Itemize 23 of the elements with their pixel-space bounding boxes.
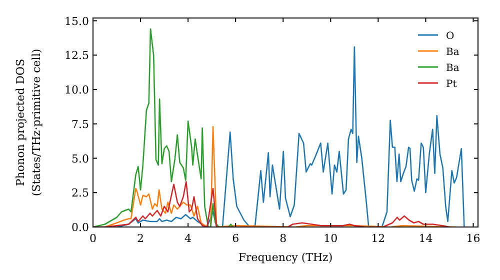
x-tick-label: 0 (90, 232, 96, 245)
x-tick-label: 2 (137, 232, 144, 245)
x-tick-label: 8 (280, 232, 287, 245)
legend-label: Pt (446, 79, 457, 90)
y-tick-label: 12.5 (64, 49, 89, 62)
y-tick-label: 7.5 (72, 118, 89, 131)
x-axis-title: Frequency (THz) (238, 251, 333, 264)
legend-label: O (446, 31, 454, 42)
line-series (93, 28, 234, 227)
x-tick-label: 10 (324, 232, 338, 245)
y-tick-label: 10.0 (64, 84, 89, 96)
x-tick-label: 4 (184, 232, 192, 245)
y-tick-label: 15.0 (64, 14, 89, 28)
x-tick-label: 14 (418, 232, 433, 245)
legend-label: Ba (446, 63, 460, 74)
legend-label: Ba (446, 47, 460, 58)
x-tick-label: 6 (232, 232, 240, 245)
y-tick-label: 0.0 (72, 221, 89, 234)
y-axis-title: Phonon projected DOS (States/THz·primitive cell) (14, 48, 43, 196)
y-tick-label: 5.0 (72, 152, 89, 166)
y-tick-label: 2.5 (72, 186, 89, 200)
x-tick-label: 16 (466, 232, 480, 245)
x-tick-label: 12 (371, 232, 386, 245)
